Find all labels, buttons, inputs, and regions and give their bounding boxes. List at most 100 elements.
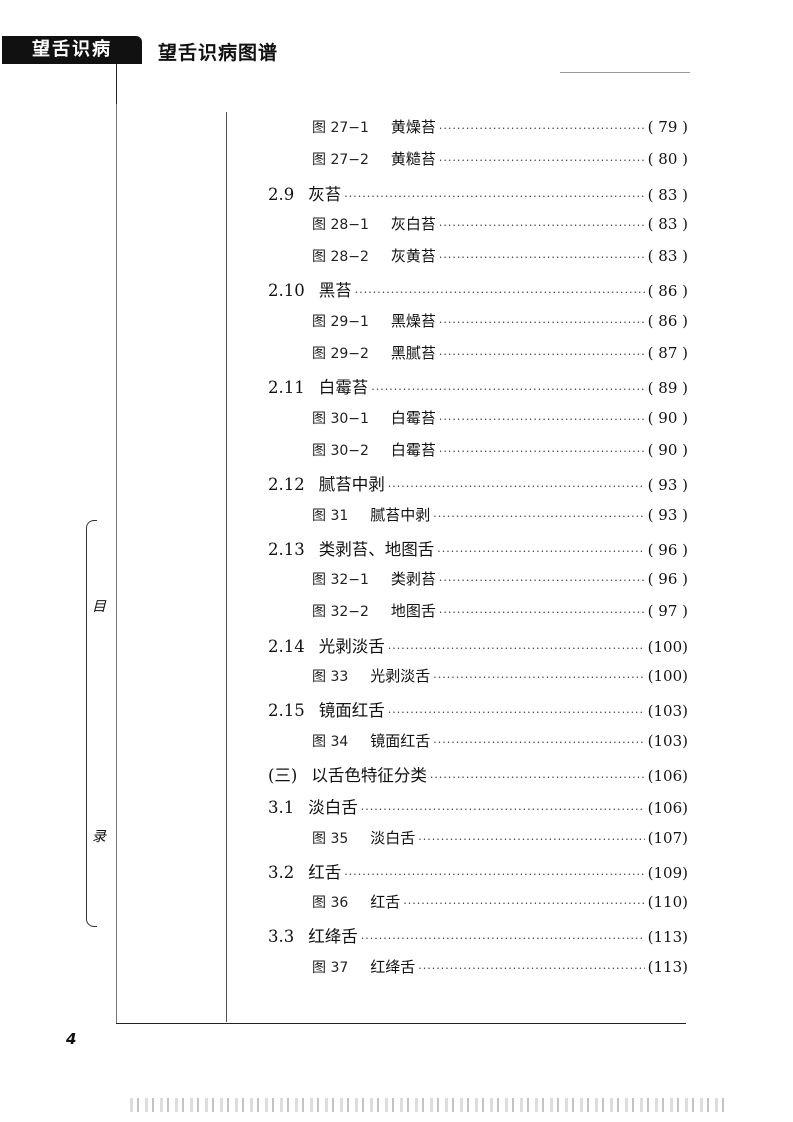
entry-number: 图 33 — [312, 669, 349, 686]
leader-dots — [418, 962, 644, 975]
entry-page: ( 90 ) — [647, 408, 688, 427]
leader-dots — [433, 671, 644, 684]
entry-title: 光剥淡舌 — [318, 636, 385, 656]
toc-figure-entry: 图 36 红舌 (110) — [268, 891, 688, 923]
leader-dots — [437, 545, 644, 558]
toc-section-entry: 2.12 腻苔中剥 ( 93 ) — [268, 471, 688, 503]
entry-number: 2.9 — [268, 184, 295, 204]
entry-page: ( 79 ) — [647, 118, 688, 136]
header-divider — [116, 64, 117, 104]
entry-title: 黑腻苔 — [390, 344, 436, 363]
entry-page: ( 87 ) — [647, 344, 688, 363]
table-of-contents: 图 27−1 黄燥苔 ( 79 ) 图 27−2 黄糙苔 ( 80 ) 2.9 灰苔 ( 83 … — [268, 116, 688, 988]
entry-number: 图 29−1 — [312, 313, 369, 330]
entry-number: 3.3 — [268, 927, 295, 947]
entry-number: 图 32−1 — [312, 572, 369, 589]
left-margin-line — [116, 104, 117, 1024]
series-logo: 望舌识病 — [2, 36, 142, 64]
entry-page: ( 80 ) — [647, 150, 688, 169]
entry-title: 类剥苔 — [390, 570, 436, 589]
entry-title: 黑苔 — [318, 281, 352, 301]
leader-dots — [439, 154, 645, 167]
entry-number: 图 30−1 — [312, 410, 369, 427]
entry-number: 2.13 — [268, 539, 305, 559]
leader-dots — [371, 383, 644, 396]
entry-number: 2.11 — [268, 378, 305, 398]
toc-figure-entry: 图 37 红绛舌 (113) — [268, 956, 688, 988]
toc-section-entry: 2.13 类剥苔、地图舌 ( 96 ) — [268, 536, 688, 568]
scan-noise — [130, 1098, 730, 1112]
leader-dots — [361, 932, 645, 945]
entry-title: 红绛舌 — [370, 957, 416, 976]
entry-number: (三) — [268, 765, 298, 785]
entry-number: 图 31 — [312, 507, 349, 524]
leader-dots — [344, 190, 644, 203]
toc-figure-entry: 图 32−1 类剥苔 ( 96 ) — [268, 568, 688, 600]
leader-dots — [418, 833, 644, 846]
entry-number: 3.2 — [268, 862, 295, 882]
toc-section-entry: 2.15 镜面红舌 (103) — [268, 697, 688, 729]
entry-title: 地图舌 — [390, 602, 436, 621]
toc-margin-line — [226, 112, 227, 1022]
toc-figure-entry: 图 28−1 灰白苔 ( 83 ) — [268, 213, 688, 245]
toc-figure-entry: 图 30−2 白霉苔 ( 90 ) — [268, 439, 688, 471]
leader-dots — [439, 445, 645, 458]
side-bracket — [86, 520, 97, 927]
toc-figure-entry: 图 32−2 地图舌 ( 97 ) — [268, 600, 688, 632]
entry-title: 黑燥苔 — [390, 311, 436, 330]
toc-figure-entry: 图 29−1 黑燥苔 ( 86 ) — [268, 310, 688, 342]
entry-number: 图 36 — [312, 895, 349, 912]
leader-dots — [344, 868, 644, 881]
leader-dots — [388, 706, 645, 719]
entry-number: 图 29−2 — [312, 346, 369, 363]
entry-title: 类剥苔、地图舌 — [318, 539, 435, 559]
entry-number: 2.14 — [268, 636, 305, 656]
entry-number: 3.1 — [268, 798, 295, 818]
toc-section-entry: 2.10 黑苔 ( 86 ) — [268, 277, 688, 309]
entry-number: 图 35 — [312, 830, 349, 847]
leader-dots — [439, 122, 645, 135]
entry-title: 淡白舌 — [308, 798, 358, 818]
entry-page: (103) — [647, 702, 688, 721]
leader-dots — [439, 413, 645, 426]
toc-figure-entry: 图 31 腻苔中剥 ( 93 ) — [268, 504, 688, 536]
entry-page: (107) — [647, 828, 688, 847]
entry-title: 镜面红舌 — [318, 701, 385, 721]
entry-page: ( 97 ) — [647, 602, 688, 621]
entry-title: 镜面红舌 — [370, 731, 431, 750]
entry-number: 图 28−2 — [312, 249, 369, 266]
entry-page: ( 83 ) — [647, 247, 688, 266]
leader-dots — [388, 480, 645, 493]
leader-dots — [403, 897, 644, 910]
rule-top-right — [560, 72, 690, 73]
entry-number: 图 27−1 — [312, 120, 369, 136]
toc-figure-entry: 图 28−2 灰黄苔 ( 83 ) — [268, 245, 688, 277]
toc-figure-entry: 图 27−1 黄燥苔 ( 79 ) — [268, 116, 688, 148]
entry-page: (100) — [647, 667, 688, 686]
entry-title: 以舌色特征分类 — [311, 765, 427, 785]
entry-title: 腻苔中剥 — [318, 475, 385, 495]
entry-page: ( 86 ) — [647, 311, 688, 330]
entry-page: ( 90 ) — [647, 440, 688, 459]
toc-section-entry: 2.9 灰苔 ( 83 ) — [268, 181, 688, 213]
leader-dots — [430, 771, 645, 784]
entry-title: 红舌 — [370, 893, 401, 912]
leader-dots — [439, 348, 645, 361]
entry-number: 图 28−1 — [312, 216, 369, 233]
entry-number: 图 32−2 — [312, 604, 369, 621]
leader-dots — [439, 574, 645, 587]
entry-title: 灰白苔 — [390, 214, 436, 233]
entry-number: 图 30−2 — [312, 442, 369, 459]
entry-title: 白霉苔 — [390, 408, 436, 427]
entry-title: 光剥淡舌 — [370, 667, 431, 686]
toc-section-entry: 2.14 光剥淡舌 (100) — [268, 633, 688, 665]
entry-number: 图 37 — [312, 959, 349, 976]
entry-title: 红绛舌 — [308, 927, 358, 947]
entry-page: (106) — [647, 766, 688, 785]
entry-page: ( 93 ) — [647, 505, 688, 524]
bottom-rule — [116, 1023, 686, 1024]
entry-page: (100) — [647, 637, 688, 656]
entry-number: 2.15 — [268, 701, 305, 721]
entry-title: 白霉苔 — [390, 440, 436, 459]
